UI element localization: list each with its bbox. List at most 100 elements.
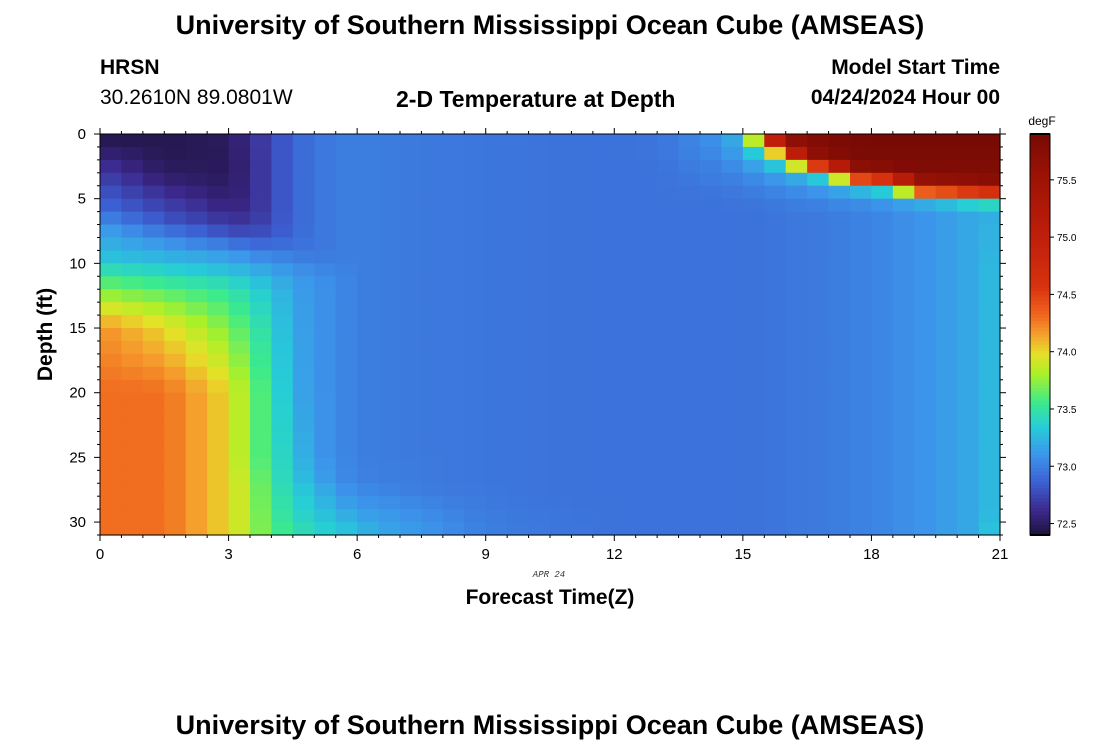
heatmap-cell (935, 276, 958, 290)
heatmap-cell (100, 418, 123, 433)
heatmap-cell (185, 302, 208, 316)
heatmap-cell (507, 134, 530, 148)
heatmap-cell (892, 418, 915, 433)
heatmap-cell (228, 457, 251, 471)
heatmap-cell (207, 276, 230, 290)
heatmap-cell (207, 470, 230, 484)
heatmap-cell (828, 379, 851, 394)
heatmap-cell (742, 496, 765, 510)
heatmap-cell (914, 159, 937, 174)
heatmap-cell (592, 353, 615, 368)
heatmap-cell (314, 470, 337, 484)
heatmap-cell (721, 405, 744, 420)
heatmap-cell (142, 263, 165, 277)
heatmap-cell (850, 237, 873, 252)
heatmap-cell (164, 328, 187, 342)
heatmap-cell (700, 159, 723, 174)
heatmap-cell (442, 431, 465, 446)
heatmap-cell (464, 276, 487, 290)
heatmap-cell (100, 224, 123, 239)
heatmap-cell (828, 276, 851, 290)
heatmap-cell (378, 185, 401, 200)
heatmap-cell (485, 302, 508, 316)
colorbar-segment (1030, 260, 1050, 265)
heatmap-cell (635, 328, 658, 342)
heatmap-cell (957, 379, 980, 394)
heatmap-cell (464, 263, 487, 277)
heatmap-cell (421, 340, 444, 355)
heatmap-cell (421, 263, 444, 277)
heatmap-cell (721, 289, 744, 303)
heatmap-cell (121, 379, 144, 394)
heatmap-cell (592, 444, 615, 458)
heatmap-cell (485, 353, 508, 368)
heatmap-cell (785, 224, 808, 239)
heatmap-cell (228, 496, 251, 510)
heatmap-cell (314, 172, 337, 187)
heatmap-cell (228, 185, 251, 200)
heatmap-cell (164, 405, 187, 420)
heatmap-cell (764, 483, 787, 497)
heatmap-cell (978, 198, 1001, 213)
heatmap-cell (121, 457, 144, 471)
heatmap-cell (228, 405, 251, 420)
heatmap-cell (550, 353, 573, 368)
heatmap-cell (721, 237, 744, 252)
x-tick-label: 18 (863, 546, 880, 563)
x-tick-label: 21 (992, 546, 1009, 563)
heatmap-cell (164, 522, 187, 536)
heatmap-cell (614, 509, 637, 523)
heatmap-cell (400, 496, 423, 510)
colorbar-segment (1030, 401, 1050, 406)
heatmap-cell (100, 431, 123, 446)
heatmap-cell (678, 431, 701, 446)
heatmap-cell (657, 340, 680, 355)
heatmap-cell (807, 328, 830, 342)
heatmap-cell (507, 289, 530, 303)
colorbar-segment (1030, 224, 1050, 229)
heatmap-cell (914, 483, 937, 497)
heatmap-cell (142, 483, 165, 497)
heatmap-cell (678, 276, 701, 290)
heatmap-cell (271, 483, 294, 497)
colorbar-segment (1030, 414, 1050, 419)
colorbar-segment (1030, 367, 1050, 372)
heatmap-cell (592, 470, 615, 484)
heatmap-cell (550, 431, 573, 446)
heatmap-cell (764, 250, 787, 264)
heatmap-cell (335, 185, 358, 200)
heatmap-cell (892, 405, 915, 420)
heatmap-cell (314, 328, 337, 342)
heatmap-cell (657, 134, 680, 148)
heatmap-cell (914, 431, 937, 446)
heatmap-cell (571, 328, 594, 342)
heatmap-cell (828, 134, 851, 148)
heatmap-cell (164, 340, 187, 355)
heatmap-cell (185, 431, 208, 446)
heatmap-cell (828, 146, 851, 161)
heatmap-cell (978, 366, 1001, 381)
colorbar-segment (1030, 341, 1050, 346)
heatmap-cell (400, 509, 423, 523)
heatmap-cell (185, 328, 208, 342)
heatmap-cell (614, 198, 637, 213)
heatmap-cell (100, 392, 123, 407)
heatmap-cell (935, 185, 958, 200)
heatmap-cell (100, 457, 123, 471)
colorbar-segment (1030, 160, 1050, 165)
heatmap-cell (978, 289, 1001, 303)
heatmap-cell (721, 263, 744, 277)
heatmap-cell (121, 134, 144, 148)
heatmap-cell (978, 224, 1001, 239)
heatmap-cell (442, 276, 465, 290)
heatmap-cell (700, 302, 723, 316)
heatmap-cell (700, 392, 723, 407)
heatmap-cell (957, 431, 980, 446)
heatmap-cell (142, 496, 165, 510)
heatmap-cell (550, 289, 573, 303)
heatmap-cell (314, 418, 337, 433)
heatmap-cell (400, 198, 423, 213)
heatmap-cell (378, 134, 401, 148)
heatmap-cell (528, 405, 551, 420)
heatmap-cell (764, 444, 787, 458)
